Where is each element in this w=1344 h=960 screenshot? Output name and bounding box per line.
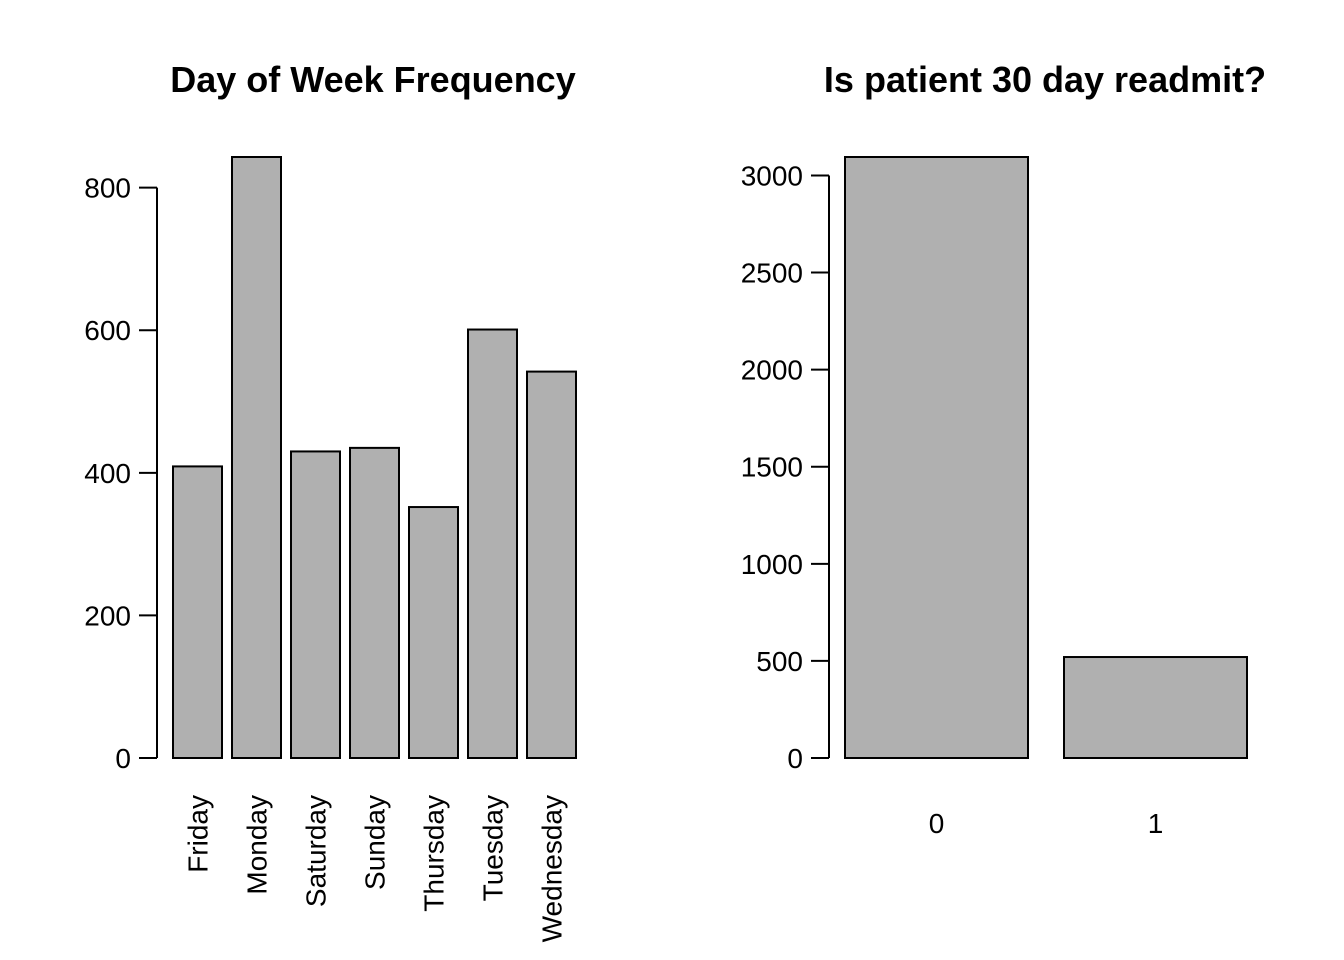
- y-tick-label: 3000: [741, 160, 803, 191]
- bar-saturday: [290, 450, 341, 759]
- y-tick-label: 200: [84, 600, 131, 631]
- x-tick-label: Wednesday: [537, 795, 568, 942]
- bars: [172, 156, 577, 760]
- y-tick-label: 800: [84, 173, 131, 204]
- bar-0: [844, 156, 1029, 759]
- y-tick-label: 500: [756, 646, 803, 677]
- bar-wednesday: [526, 370, 577, 759]
- bar-1: [1063, 656, 1248, 759]
- bar-tuesday: [467, 328, 518, 759]
- y-axis: 0 200 400 600 800: [84, 173, 158, 774]
- y-tick-label: 400: [84, 458, 131, 489]
- bars: [844, 156, 1248, 759]
- bar-sunday: [349, 446, 400, 759]
- y-tick-label: 0: [787, 743, 803, 774]
- chart-title: Is patient 30 day readmit?: [824, 59, 1266, 100]
- bar-friday: [172, 465, 223, 759]
- x-tick-label: 0: [929, 808, 945, 839]
- chart-day-of-week: Day of Week Frequency 0 200 400 600 800 Frid…: [84, 59, 577, 942]
- y-tick-label: 2500: [741, 258, 803, 289]
- x-tick-label: Tuesday: [478, 795, 509, 901]
- y-tick-label: 0: [115, 743, 131, 774]
- bar-thursday: [408, 506, 459, 760]
- x-tick-label: Friday: [183, 795, 214, 873]
- x-tick-label: Saturday: [301, 795, 332, 907]
- y-tick-label: 1500: [741, 452, 803, 483]
- x-tick-labels: Friday Monday Saturday Sunday Thursday Tuesda…: [183, 795, 568, 942]
- bar-monday: [231, 156, 282, 759]
- y-tick-label: 2000: [741, 355, 803, 386]
- y-tick-label: 1000: [741, 549, 803, 580]
- x-tick-label: Sunday: [360, 795, 391, 890]
- x-tick-label: Monday: [242, 795, 273, 895]
- x-tick-label: Thursday: [419, 795, 450, 912]
- chart-readmit: Is patient 30 day readmit? 0 500 1000 1500 2…: [741, 59, 1266, 839]
- chart-title: Day of Week Frequency: [170, 59, 575, 100]
- y-axis: 0 500 1000 1500 2000 2500 3000: [741, 160, 830, 774]
- y-tick-label: 600: [84, 315, 131, 346]
- x-tick-label: 1: [1148, 808, 1164, 839]
